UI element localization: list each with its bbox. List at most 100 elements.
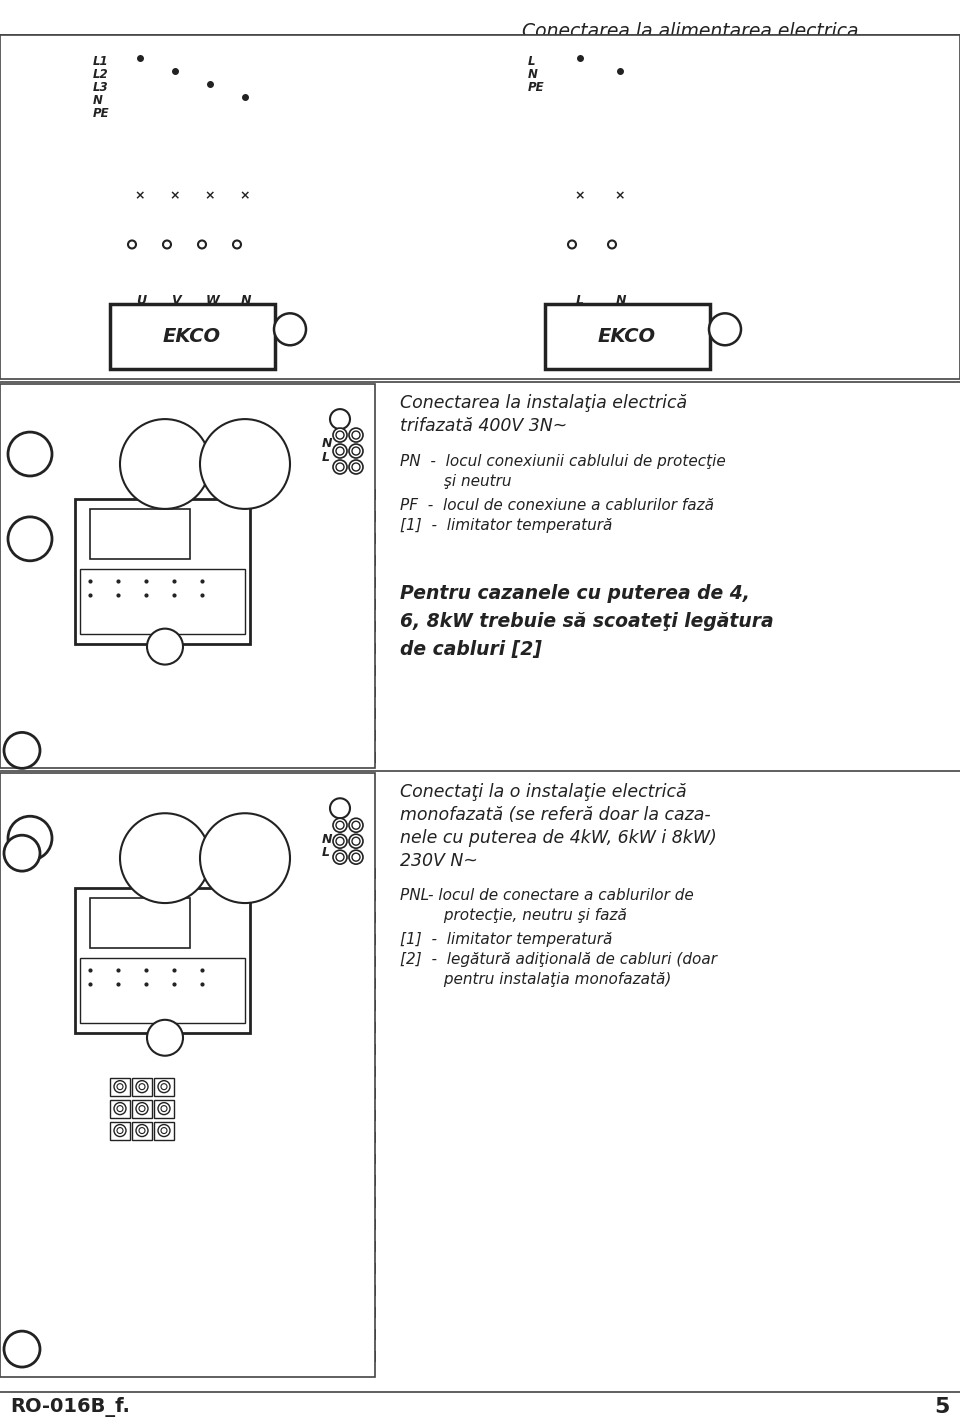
Text: L: L — [322, 451, 330, 464]
Text: RO-016B_f.: RO-016B_f. — [10, 1396, 130, 1416]
Circle shape — [114, 1081, 126, 1092]
Circle shape — [114, 1125, 126, 1136]
Circle shape — [336, 822, 344, 829]
Circle shape — [139, 1106, 145, 1112]
Circle shape — [336, 853, 344, 862]
Circle shape — [336, 447, 344, 455]
Circle shape — [158, 1125, 170, 1136]
Circle shape — [333, 850, 347, 865]
Text: L: L — [322, 846, 330, 859]
Bar — [132, 1099, 152, 1118]
Text: şi neutru: şi neutru — [400, 474, 512, 489]
Text: ×: × — [614, 189, 625, 202]
Bar — [80, 958, 245, 1022]
Circle shape — [352, 838, 360, 845]
Bar — [75, 889, 250, 1032]
Circle shape — [200, 813, 290, 903]
Circle shape — [333, 444, 347, 458]
Circle shape — [333, 459, 347, 474]
Bar — [132, 1122, 152, 1139]
Text: de cabluri [2]: de cabluri [2] — [400, 640, 541, 658]
Text: Pentru cazanele cu puterea de 4,: Pentru cazanele cu puterea de 4, — [400, 584, 750, 603]
Text: ×: × — [169, 189, 180, 202]
Text: PF  -  locul de conexiune a cablurilor fază: PF - locul de conexiune a cablurilor faz… — [400, 498, 714, 513]
Text: Conectarea la alimentarea electrica: Conectarea la alimentarea electrica — [521, 21, 858, 41]
Bar — [0, 36, 960, 380]
Circle shape — [200, 419, 290, 509]
Text: 1: 1 — [15, 739, 28, 758]
Bar — [154, 1078, 174, 1095]
Circle shape — [158, 1102, 170, 1115]
Circle shape — [349, 850, 363, 865]
Text: 2: 2 — [15, 842, 28, 860]
Text: [1]  -  limitator temperatură: [1] - limitator temperatură — [400, 518, 612, 533]
Text: V: V — [171, 294, 180, 307]
Circle shape — [330, 410, 350, 429]
Text: N: N — [241, 294, 252, 307]
Circle shape — [336, 464, 344, 471]
Circle shape — [336, 431, 344, 439]
Text: PNL: PNL — [16, 829, 44, 843]
Circle shape — [349, 428, 363, 442]
Bar — [0, 774, 375, 1376]
Text: N: N — [616, 294, 627, 307]
Text: L1: L1 — [93, 55, 108, 68]
Text: 5: 5 — [935, 1396, 950, 1416]
Bar — [132, 1078, 152, 1095]
Text: pentru instalaţia monofazată): pentru instalaţia monofazată) — [400, 971, 671, 987]
Text: 1: 1 — [15, 1338, 28, 1357]
Circle shape — [4, 732, 40, 768]
Bar — [110, 304, 275, 370]
Circle shape — [147, 1020, 183, 1055]
Circle shape — [352, 822, 360, 829]
Circle shape — [117, 1084, 123, 1089]
Bar — [154, 1099, 174, 1118]
Text: L: L — [576, 294, 584, 307]
Text: EKCO: EKCO — [163, 327, 221, 346]
Circle shape — [161, 1128, 167, 1133]
Bar — [110, 1078, 130, 1095]
Circle shape — [8, 816, 52, 860]
Text: monofazată (se referă doar la caza-: monofazată (se referă doar la caza- — [400, 806, 710, 825]
Bar — [90, 899, 190, 948]
Circle shape — [117, 1128, 123, 1133]
Text: 230V N~: 230V N~ — [400, 852, 478, 870]
Bar — [545, 304, 710, 370]
Circle shape — [333, 818, 347, 832]
Circle shape — [233, 240, 241, 249]
Text: protecţie, neutru şi fază: protecţie, neutru şi fază — [400, 909, 627, 923]
Circle shape — [120, 419, 210, 509]
Circle shape — [147, 629, 183, 664]
Text: PN  -  locul conexiunii cablului de protecţie: PN - locul conexiunii cablului de protec… — [400, 454, 726, 469]
Bar — [80, 569, 245, 634]
Text: 6, 8kW trebuie să scoateţi legătura: 6, 8kW trebuie să scoateţi legătura — [400, 611, 774, 631]
Text: ×: × — [239, 189, 250, 202]
Circle shape — [352, 447, 360, 455]
Circle shape — [163, 240, 171, 249]
Circle shape — [349, 835, 363, 848]
Circle shape — [336, 838, 344, 845]
Text: N: N — [322, 833, 332, 846]
Circle shape — [333, 428, 347, 442]
Bar — [154, 1122, 174, 1139]
Text: U: U — [136, 294, 146, 307]
Circle shape — [136, 1125, 148, 1136]
Circle shape — [349, 444, 363, 458]
Circle shape — [161, 1106, 167, 1112]
Text: trifazată 400V 3N~: trifazată 400V 3N~ — [400, 417, 567, 435]
Circle shape — [709, 313, 741, 346]
Bar — [90, 509, 190, 559]
Text: N: N — [93, 94, 103, 107]
Text: N: N — [322, 437, 332, 449]
Bar — [0, 384, 375, 768]
Text: PNL- locul de conectare a cablurilor de: PNL- locul de conectare a cablurilor de — [400, 889, 694, 903]
Text: ×: × — [134, 189, 145, 202]
Text: ×: × — [574, 189, 585, 202]
Circle shape — [136, 1102, 148, 1115]
Text: nele cu puterea de 4kW, 6kW i 8kW): nele cu puterea de 4kW, 6kW i 8kW) — [400, 829, 717, 848]
Circle shape — [120, 813, 210, 903]
Circle shape — [568, 240, 576, 249]
Circle shape — [352, 853, 360, 862]
Circle shape — [330, 798, 350, 818]
Bar — [110, 1122, 130, 1139]
